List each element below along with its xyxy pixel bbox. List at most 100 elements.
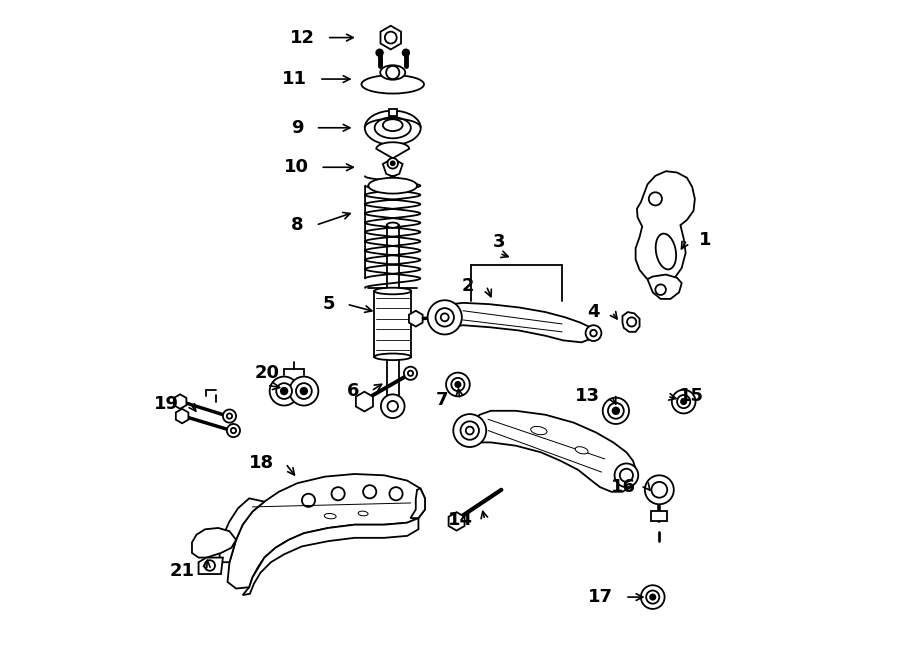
Circle shape [296, 383, 311, 399]
Circle shape [390, 487, 402, 500]
Polygon shape [220, 498, 265, 563]
Circle shape [227, 424, 240, 437]
Circle shape [408, 371, 413, 376]
Ellipse shape [575, 447, 588, 454]
Circle shape [446, 373, 470, 397]
Ellipse shape [374, 117, 410, 138]
Polygon shape [192, 528, 236, 558]
Polygon shape [356, 392, 373, 411]
Circle shape [627, 317, 636, 327]
Ellipse shape [368, 178, 417, 194]
Text: 7: 7 [436, 391, 448, 408]
Circle shape [363, 485, 376, 498]
Circle shape [331, 487, 345, 500]
Circle shape [441, 313, 449, 321]
Circle shape [402, 50, 410, 56]
Circle shape [230, 428, 236, 433]
Polygon shape [381, 26, 401, 50]
Text: 4: 4 [588, 303, 600, 321]
Circle shape [376, 50, 382, 56]
Text: 17: 17 [589, 588, 613, 606]
Text: 19: 19 [154, 395, 179, 413]
Polygon shape [647, 274, 681, 299]
Circle shape [586, 325, 601, 341]
Circle shape [615, 463, 638, 487]
Text: 5: 5 [322, 295, 335, 313]
Text: 18: 18 [248, 455, 274, 473]
Circle shape [613, 408, 619, 414]
Circle shape [436, 308, 454, 327]
Polygon shape [376, 142, 410, 188]
Circle shape [281, 388, 287, 395]
Circle shape [451, 378, 464, 391]
Circle shape [649, 192, 662, 206]
Ellipse shape [380, 65, 405, 80]
Circle shape [650, 594, 655, 600]
Text: 2: 2 [462, 277, 474, 295]
Circle shape [302, 494, 315, 507]
Ellipse shape [531, 426, 547, 435]
Text: 21: 21 [169, 562, 194, 580]
Circle shape [671, 390, 696, 413]
Polygon shape [176, 408, 188, 423]
Circle shape [391, 161, 395, 165]
Circle shape [603, 398, 629, 424]
Text: 8: 8 [292, 216, 304, 234]
Circle shape [590, 330, 597, 336]
Text: 20: 20 [255, 364, 280, 382]
Ellipse shape [324, 514, 336, 519]
Polygon shape [410, 488, 425, 518]
Text: 10: 10 [284, 158, 309, 176]
Text: 12: 12 [290, 28, 315, 46]
Polygon shape [623, 312, 640, 332]
Ellipse shape [387, 223, 399, 228]
Circle shape [404, 367, 417, 380]
Circle shape [646, 590, 660, 603]
Polygon shape [199, 558, 223, 574]
Ellipse shape [374, 288, 411, 294]
Bar [389, 109, 397, 116]
Ellipse shape [656, 233, 676, 270]
Ellipse shape [362, 75, 424, 94]
Text: 6: 6 [346, 382, 359, 400]
Ellipse shape [374, 354, 411, 360]
Circle shape [428, 300, 462, 334]
Text: 16: 16 [610, 478, 635, 496]
Circle shape [466, 426, 473, 434]
Circle shape [385, 32, 397, 44]
Circle shape [227, 413, 232, 418]
Circle shape [455, 382, 461, 387]
Text: 3: 3 [493, 233, 506, 251]
Circle shape [276, 383, 292, 399]
Polygon shape [635, 171, 695, 284]
Circle shape [620, 469, 633, 482]
Text: 14: 14 [448, 511, 473, 529]
Bar [374, 291, 411, 357]
Text: 11: 11 [283, 70, 307, 88]
Circle shape [388, 401, 398, 411]
Polygon shape [448, 512, 464, 531]
Circle shape [677, 395, 690, 408]
Circle shape [461, 421, 479, 440]
Circle shape [381, 395, 405, 418]
Circle shape [301, 388, 307, 395]
Text: 1: 1 [698, 231, 711, 249]
Circle shape [290, 377, 319, 406]
Circle shape [454, 414, 486, 447]
Polygon shape [442, 303, 596, 342]
Circle shape [223, 409, 236, 422]
Circle shape [641, 585, 664, 609]
Ellipse shape [364, 110, 420, 145]
Circle shape [655, 284, 666, 295]
Circle shape [652, 482, 667, 498]
Circle shape [644, 475, 674, 504]
Circle shape [270, 377, 299, 406]
Polygon shape [243, 518, 418, 595]
Polygon shape [464, 410, 635, 492]
Circle shape [386, 66, 400, 79]
Polygon shape [228, 474, 425, 588]
Circle shape [204, 561, 215, 570]
Polygon shape [409, 311, 423, 327]
Ellipse shape [358, 511, 368, 516]
Ellipse shape [382, 119, 402, 131]
